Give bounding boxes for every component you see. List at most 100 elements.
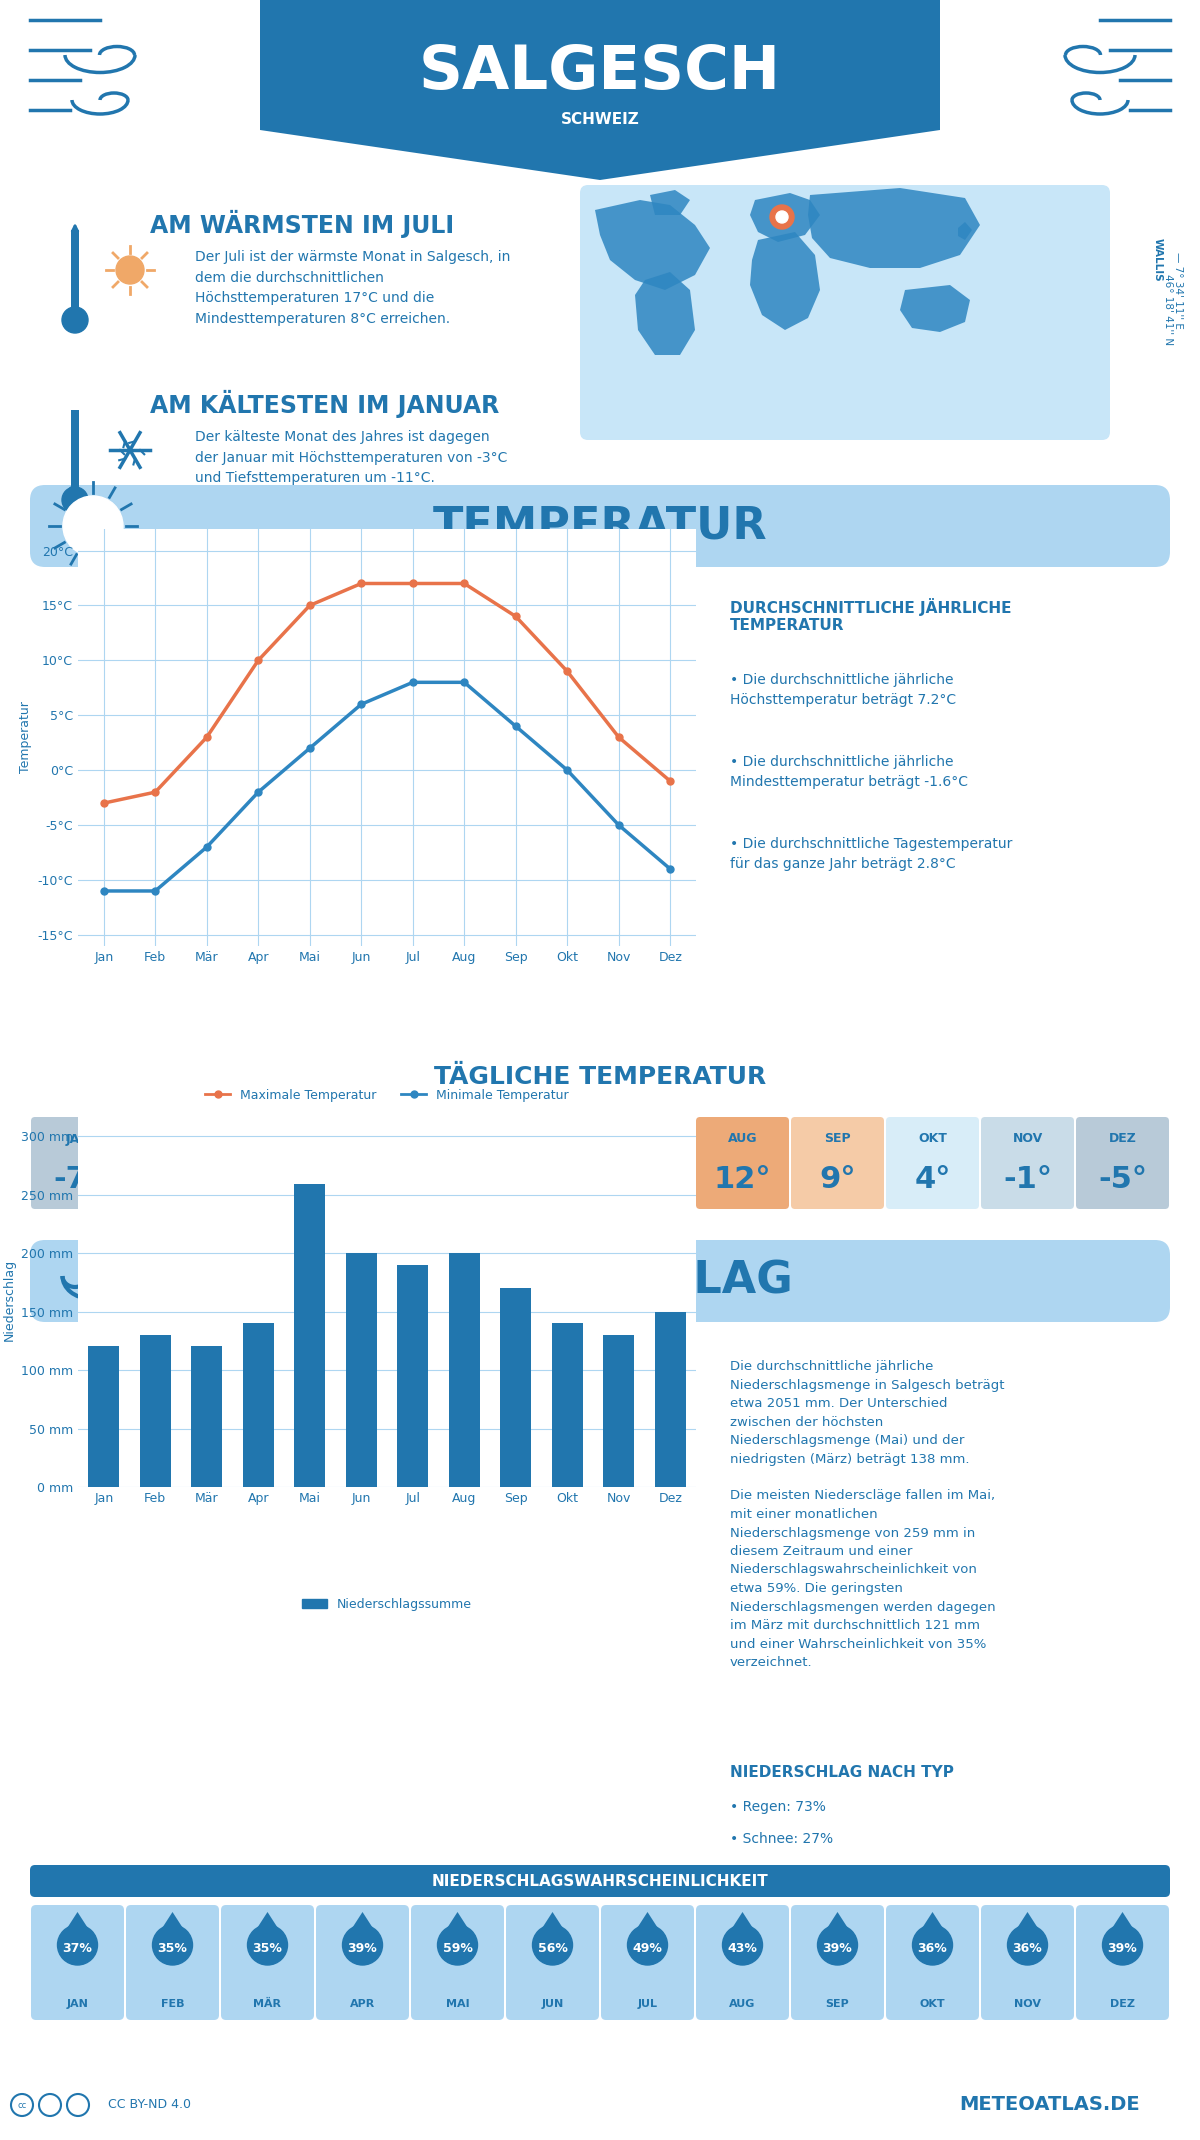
Circle shape — [912, 1926, 953, 1965]
Text: TÄGLICHE TEMPERATUR: TÄGLICHE TEMPERATUR — [434, 1066, 766, 1089]
FancyBboxPatch shape — [791, 1905, 884, 2020]
Text: JUN: JUN — [540, 1132, 565, 1145]
Text: • Regen: 73%: • Regen: 73% — [730, 1800, 826, 1815]
Circle shape — [770, 205, 794, 229]
Text: -7°: -7° — [53, 1164, 102, 1194]
Text: JUL: JUL — [636, 1132, 659, 1145]
Text: NOV: NOV — [1013, 1132, 1043, 1145]
Text: 46° 18' 41'' N: 46° 18' 41'' N — [1163, 274, 1174, 345]
Circle shape — [1008, 1926, 1048, 1965]
Text: 59%: 59% — [443, 1943, 473, 1956]
Polygon shape — [1008, 1911, 1048, 1943]
Polygon shape — [1103, 1911, 1142, 1943]
Polygon shape — [750, 231, 820, 330]
Text: TEMPERATUR: TEMPERATUR — [433, 505, 767, 548]
Circle shape — [152, 1926, 192, 1965]
Y-axis label: Niederschlag: Niederschlag — [2, 1258, 16, 1342]
FancyBboxPatch shape — [982, 1905, 1074, 2020]
Polygon shape — [912, 1911, 953, 1943]
FancyBboxPatch shape — [601, 1905, 694, 2020]
FancyBboxPatch shape — [886, 1117, 979, 1209]
Text: MÄR: MÄR — [253, 1999, 282, 2009]
Circle shape — [342, 1926, 383, 1965]
Text: SCHWEIZ: SCHWEIZ — [560, 113, 640, 128]
FancyBboxPatch shape — [886, 1905, 979, 2020]
Text: — 7° 34' 11'' E: — 7° 34' 11'' E — [1174, 253, 1183, 327]
FancyBboxPatch shape — [410, 1117, 504, 1209]
Text: AM KÄLTESTEN IM JANUAR: AM KÄLTESTEN IM JANUAR — [150, 389, 499, 417]
Text: -7°: -7° — [148, 1164, 197, 1194]
Text: 39%: 39% — [348, 1943, 377, 1956]
Text: 4°: 4° — [914, 1164, 950, 1194]
Circle shape — [58, 1926, 97, 1965]
Text: 35%: 35% — [252, 1943, 282, 1956]
Circle shape — [62, 488, 88, 514]
FancyBboxPatch shape — [30, 1239, 1170, 1323]
Bar — [449, 1254, 480, 1487]
Circle shape — [722, 1926, 762, 1965]
FancyBboxPatch shape — [1076, 1117, 1169, 1209]
FancyBboxPatch shape — [316, 1905, 409, 2020]
Text: -3°: -3° — [244, 1164, 292, 1194]
Polygon shape — [808, 188, 980, 268]
Text: NIEDERSCHLAG: NIEDERSCHLAG — [406, 1260, 794, 1303]
Text: WALLIS: WALLIS — [1153, 238, 1163, 282]
Polygon shape — [342, 1911, 383, 1943]
Text: NIEDERSCHLAGSWAHRSCHEINLICHKEIT: NIEDERSCHLAGSWAHRSCHEINLICHKEIT — [432, 1872, 768, 1887]
Text: FEB: FEB — [161, 1999, 185, 2009]
Text: JUL: JUL — [637, 1999, 658, 2009]
Text: OKT: OKT — [919, 1999, 946, 2009]
Polygon shape — [958, 223, 972, 240]
Text: 36%: 36% — [1013, 1943, 1043, 1956]
Circle shape — [628, 1926, 667, 1965]
Circle shape — [247, 1926, 288, 1965]
Text: SEP: SEP — [826, 1999, 850, 2009]
Text: JAN: JAN — [65, 1132, 90, 1145]
Circle shape — [438, 1926, 478, 1965]
Polygon shape — [533, 1911, 572, 1943]
Bar — [242, 1323, 274, 1487]
Text: MÄR: MÄR — [252, 1132, 283, 1145]
Polygon shape — [817, 1911, 858, 1943]
Text: JAN: JAN — [66, 1999, 89, 2009]
Text: Die durchschnittliche jährliche
Niederschlagsmenge in Salgesch beträgt
etwa 2051: Die durchschnittliche jährliche Niedersc… — [730, 1361, 1004, 1669]
Circle shape — [116, 257, 144, 285]
Polygon shape — [438, 1911, 478, 1943]
FancyBboxPatch shape — [410, 1905, 504, 2020]
Text: 43%: 43% — [727, 1943, 757, 1956]
Text: 39%: 39% — [1108, 1943, 1138, 1956]
Bar — [655, 1312, 685, 1487]
Circle shape — [533, 1926, 572, 1965]
FancyBboxPatch shape — [506, 1905, 599, 2020]
Text: FEB: FEB — [160, 1132, 186, 1145]
Text: NIEDERSCHLAG NACH TYP: NIEDERSCHLAG NACH TYP — [730, 1766, 954, 1780]
FancyBboxPatch shape — [982, 1117, 1074, 1209]
FancyBboxPatch shape — [580, 184, 1110, 441]
Text: AUG: AUG — [727, 1132, 757, 1145]
Text: NOV: NOV — [1014, 1999, 1042, 2009]
Bar — [552, 1323, 583, 1487]
Polygon shape — [628, 1911, 667, 1943]
Text: • Die durchschnittliche jährliche
Mindesttemperatur beträgt -1.6°C: • Die durchschnittliche jährliche Mindes… — [730, 755, 968, 790]
Bar — [191, 1346, 222, 1487]
Polygon shape — [750, 193, 820, 242]
Polygon shape — [595, 199, 710, 291]
FancyBboxPatch shape — [506, 1117, 599, 1209]
Text: DEZ: DEZ — [1110, 1999, 1135, 2009]
Text: 35%: 35% — [157, 1943, 187, 1956]
Circle shape — [776, 212, 788, 223]
Polygon shape — [635, 272, 695, 355]
Bar — [71, 411, 79, 501]
FancyBboxPatch shape — [601, 1117, 694, 1209]
FancyBboxPatch shape — [126, 1905, 220, 2020]
FancyBboxPatch shape — [791, 1117, 884, 1209]
Polygon shape — [900, 285, 970, 332]
Text: AM WÄRMSTEN IM JULI: AM WÄRMSTEN IM JULI — [150, 210, 454, 238]
Bar — [89, 1346, 119, 1487]
Text: MAI: MAI — [445, 1999, 469, 2009]
Text: • Schnee: 27%: • Schnee: 27% — [730, 1832, 833, 1847]
Bar — [500, 1288, 532, 1487]
Text: Der kälteste Monat des Jahres ist dagegen
der Januar mit Höchsttemperaturen von : Der kälteste Monat des Jahres ist dagege… — [194, 430, 508, 486]
Text: 37%: 37% — [62, 1943, 92, 1956]
Text: cc: cc — [17, 2101, 26, 2110]
